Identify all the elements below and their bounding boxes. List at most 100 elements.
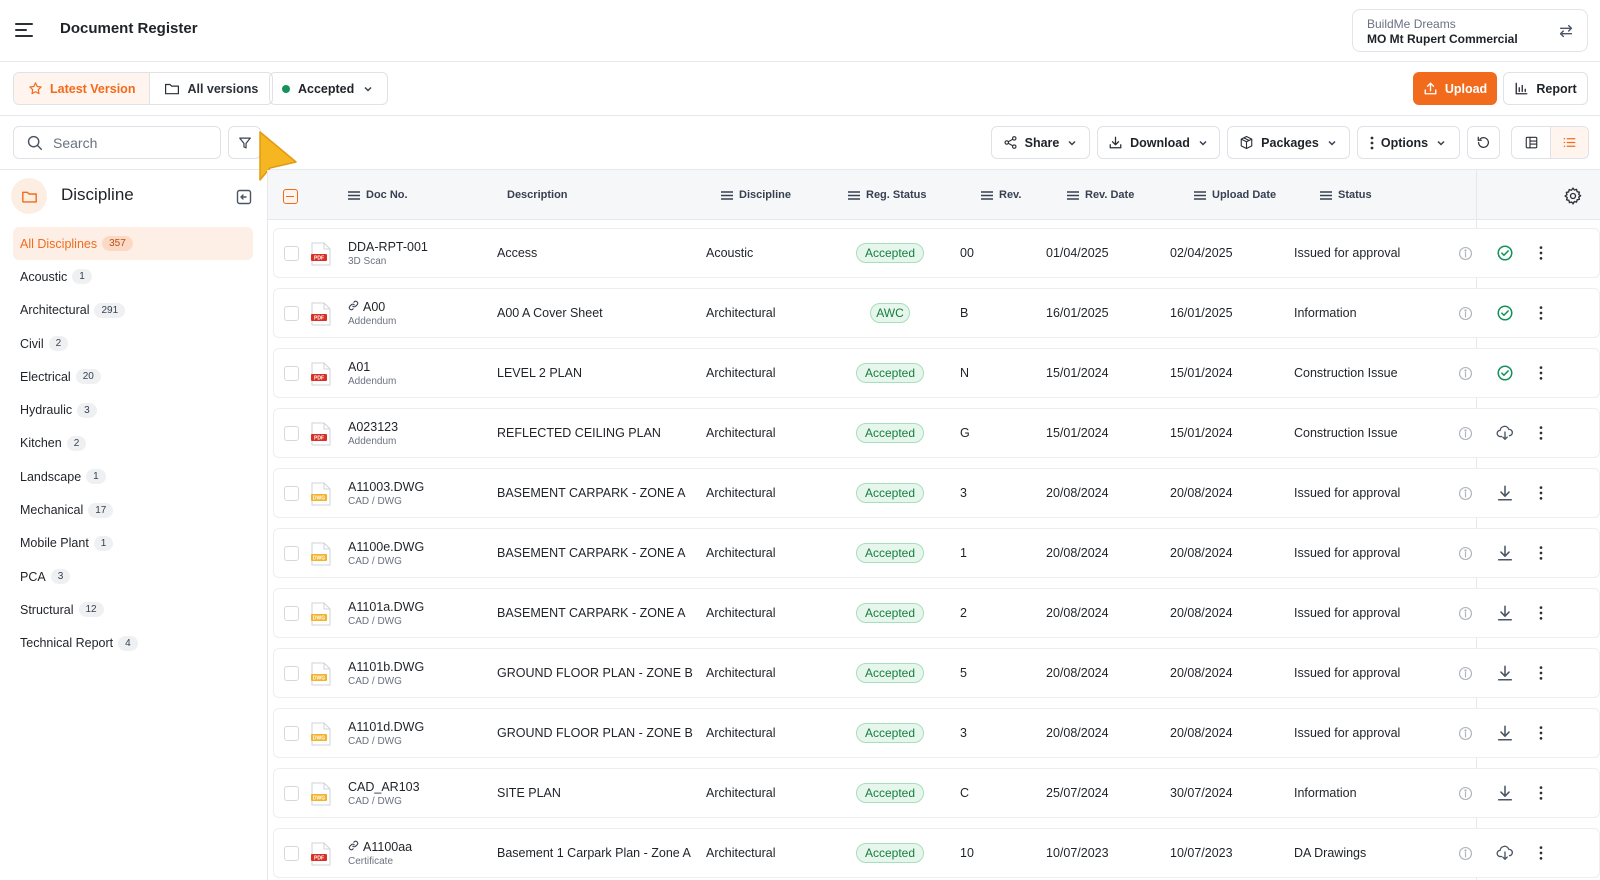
info-icon[interactable] (1457, 365, 1474, 382)
info-icon[interactable] (1457, 785, 1474, 802)
more-vertical-icon[interactable] (1532, 364, 1550, 382)
project-switcher[interactable]: BuildMe Dreams MO Mt Rupert Commercial (1352, 9, 1588, 52)
table-row[interactable]: DWG A1101b.DWG CAD / DWG GROUND FLOOR PLAN … (273, 648, 1600, 698)
table-row[interactable]: PDF A023123 Addendum REFLECTED CEILING PLAN… (273, 408, 1600, 458)
column-rev-date[interactable]: Rev. Date (1067, 189, 1134, 201)
column-reg-status[interactable]: Reg. Status (848, 189, 927, 201)
doc-number[interactable]: A01 (348, 360, 371, 374)
download-icon[interactable] (1496, 724, 1514, 742)
refresh-button[interactable] (1467, 126, 1500, 159)
collapse-sidebar-icon[interactable] (236, 189, 252, 205)
report-button[interactable]: Report (1503, 72, 1588, 105)
download-icon[interactable] (1496, 544, 1514, 562)
download-icon[interactable] (1496, 664, 1514, 682)
doc-number[interactable]: A1101b.DWG (348, 660, 425, 674)
row-checkbox[interactable] (284, 726, 299, 741)
info-icon[interactable] (1457, 305, 1474, 322)
table-row[interactable]: PDF DDA-RPT-001 3D Scan Access Acoustic Accep… (273, 228, 1600, 278)
status-filter-dropdown[interactable]: Accepted (269, 72, 388, 105)
more-vertical-icon[interactable] (1532, 244, 1550, 262)
doc-number[interactable]: DDA-RPT-001 (348, 240, 428, 254)
table-row[interactable]: DWG A1101d.DWG CAD / DWG GROUND FLOOR PLAN … (273, 708, 1600, 758)
sidebar-item-pca[interactable]: PCA 3 (13, 560, 253, 593)
more-vertical-icon[interactable] (1532, 724, 1550, 742)
table-row[interactable]: DWG A1100e.DWG CAD / DWG BASEMENT CARPARK -… (273, 528, 1600, 578)
sidebar-item-architectural[interactable]: Architectural 291 (13, 294, 253, 327)
table-row[interactable]: PDF A00 Addendum A00 A Cover Sheet Architect… (273, 288, 1600, 338)
column-description[interactable]: Description (507, 189, 568, 201)
more-vertical-icon[interactable] (1532, 304, 1550, 322)
more-vertical-icon[interactable] (1532, 544, 1550, 562)
doc-number[interactable]: CAD_AR103 (348, 780, 420, 794)
sidebar-item-acoustic[interactable]: Acoustic 1 (13, 260, 253, 293)
check-circle-icon[interactable] (1496, 304, 1514, 322)
gear-icon[interactable] (1563, 186, 1583, 206)
info-icon[interactable] (1457, 425, 1474, 442)
column-upload-date[interactable]: Upload Date (1194, 189, 1276, 201)
options-button[interactable]: Options (1357, 126, 1460, 159)
sidebar-item-technical-report[interactable]: Technical Report 4 (13, 627, 253, 660)
check-circle-icon[interactable] (1496, 244, 1514, 262)
column-doc-no[interactable]: Doc No. (348, 189, 408, 201)
info-icon[interactable] (1457, 845, 1474, 862)
column-rev[interactable]: Rev. (981, 189, 1021, 201)
table-row[interactable]: DWG A1101a.DWG CAD / DWG BASEMENT CARPARK -… (273, 588, 1600, 638)
row-checkbox[interactable] (284, 426, 299, 441)
doc-number[interactable]: A1101a.DWG (348, 600, 425, 614)
more-vertical-icon[interactable] (1532, 844, 1550, 862)
swap-icon[interactable] (1557, 22, 1575, 40)
sidebar-item-all-disciplines[interactable]: All Disciplines 357 (13, 227, 253, 261)
more-vertical-icon[interactable] (1532, 424, 1550, 442)
sidebar-item-civil[interactable]: Civil 2 (13, 327, 253, 360)
info-icon[interactable] (1457, 545, 1474, 562)
sidebar-item-hydraulic[interactable]: Hydraulic 3 (13, 393, 253, 426)
sidebar-item-mechanical[interactable]: Mechanical 17 (13, 493, 253, 526)
info-icon[interactable] (1457, 605, 1474, 622)
select-all-checkbox[interactable] (283, 189, 298, 204)
sidebar-item-structural[interactable]: Structural 12 (13, 593, 253, 626)
table-row[interactable]: PDF A1100aa Certificate Basement 1 Carpark … (273, 828, 1600, 878)
row-checkbox[interactable] (284, 846, 299, 861)
column-status[interactable]: Status (1320, 189, 1372, 201)
sidebar-item-landscape[interactable]: Landscape 1 (13, 460, 253, 493)
share-button[interactable]: Share (991, 126, 1090, 159)
doc-number[interactable]: A1100e.DWG (348, 540, 425, 554)
search-input[interactable] (53, 134, 203, 151)
cloud-download-icon[interactable] (1496, 424, 1514, 442)
column-discipline[interactable]: Discipline (721, 189, 791, 201)
more-vertical-icon[interactable] (1532, 484, 1550, 502)
info-icon[interactable] (1457, 725, 1474, 742)
download-icon[interactable] (1496, 784, 1514, 802)
latest-version-button[interactable]: Latest Version (14, 73, 151, 104)
more-vertical-icon[interactable] (1532, 784, 1550, 802)
sidebar-item-electrical[interactable]: Electrical 20 (13, 360, 253, 393)
upload-button[interactable]: Upload (1413, 72, 1497, 105)
grid-view-button[interactable] (1512, 127, 1550, 158)
menu-icon[interactable] (15, 23, 33, 37)
download-icon[interactable] (1496, 604, 1514, 622)
table-row[interactable]: PDF A01 Addendum LEVEL 2 PLAN Architectural A… (273, 348, 1600, 398)
more-vertical-icon[interactable] (1532, 664, 1550, 682)
row-checkbox[interactable] (284, 486, 299, 501)
info-icon[interactable] (1457, 245, 1474, 262)
download-button[interactable]: Download (1097, 126, 1220, 159)
packages-button[interactable]: Packages (1227, 126, 1350, 159)
row-checkbox[interactable] (284, 366, 299, 381)
more-vertical-icon[interactable] (1532, 604, 1550, 622)
table-row[interactable]: DWG A11003.DWG CAD / DWG BASEMENT CARPARK -… (273, 468, 1600, 518)
doc-number[interactable]: A023123 (348, 420, 399, 434)
row-checkbox[interactable] (284, 306, 299, 321)
filter-button[interactable] (228, 126, 261, 159)
doc-number[interactable]: A1100aa (363, 840, 413, 854)
cloud-download-icon[interactable] (1496, 844, 1514, 862)
info-icon[interactable] (1457, 485, 1474, 502)
doc-number[interactable]: A11003.DWG (348, 480, 425, 494)
row-checkbox[interactable] (284, 546, 299, 561)
list-view-button[interactable] (1550, 127, 1588, 158)
all-versions-button[interactable]: All versions (150, 73, 272, 104)
info-icon[interactable] (1457, 665, 1474, 682)
sidebar-item-kitchen[interactable]: Kitchen 2 (13, 427, 253, 460)
table-row[interactable]: DWG CAD_AR103 CAD / DWG SITE PLAN Architectu… (273, 768, 1600, 818)
row-checkbox[interactable] (284, 786, 299, 801)
doc-number[interactable]: A00 (363, 300, 386, 314)
